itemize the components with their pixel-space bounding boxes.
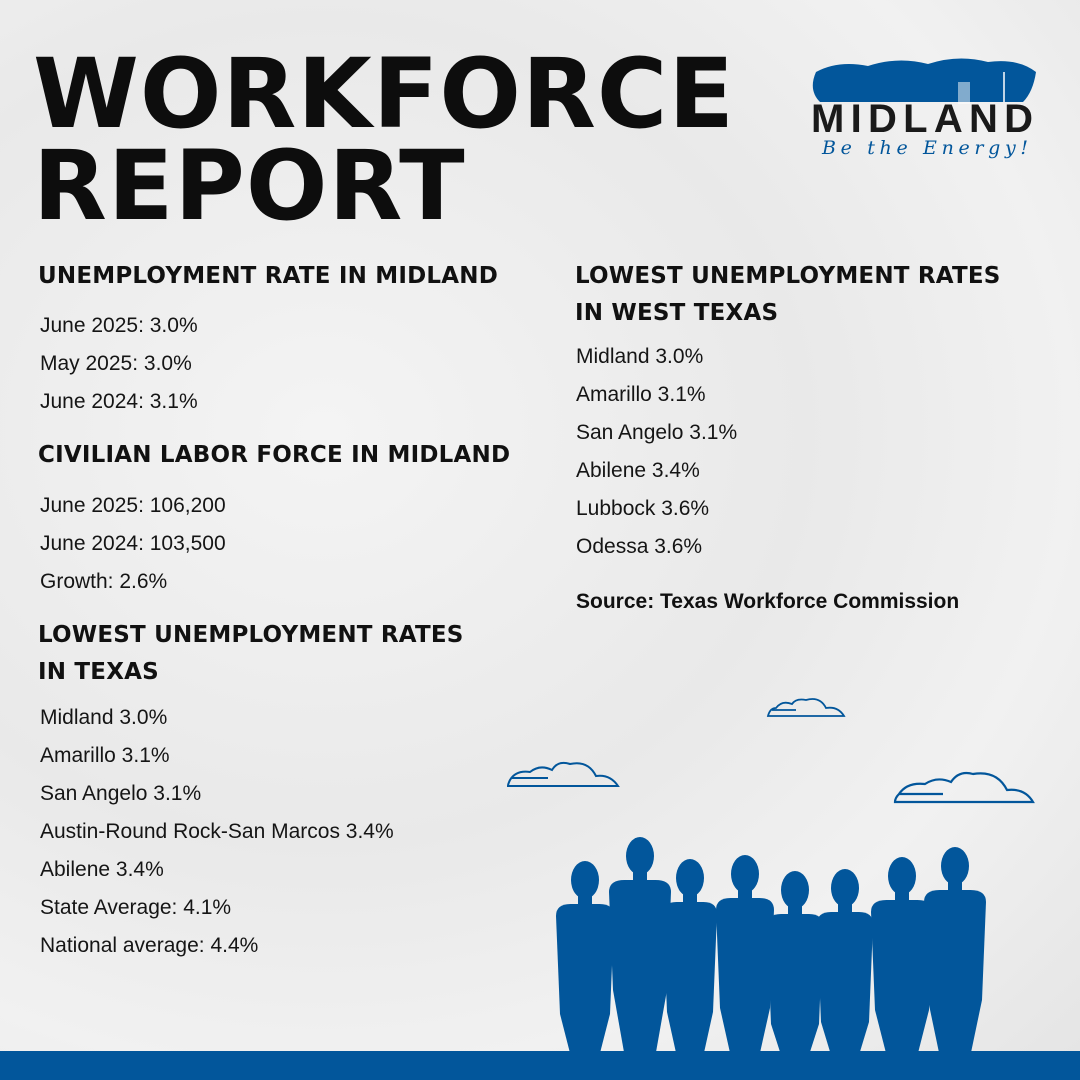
list-item: San Angelo 3.1% (576, 421, 738, 444)
list-item: State Average: 4.1% (40, 896, 232, 919)
cloud-icon (893, 771, 1035, 804)
person-silhouette (767, 871, 823, 1055)
person-silhouette (663, 859, 717, 1055)
list-item: Midland 3.0% (40, 706, 168, 729)
list-item: Amarillo 3.1% (40, 744, 170, 767)
cloud-icon (506, 761, 620, 787)
lowest-west-texas-heading: LOWEST UNEMPLOYMENT RATES IN WEST TEXAS (575, 263, 1001, 326)
cloud-icon (766, 698, 846, 717)
midland-logo: MIDLAND Be the Energy! (808, 52, 1040, 160)
list-item: June 2024: 3.1% (40, 390, 198, 413)
list-item: Odessa 3.6% (576, 535, 703, 558)
list-item: June 2025: 3.0% (40, 314, 198, 337)
logo-tagline: Be the Energy! (821, 137, 1028, 159)
source-note: Source: Texas Workforce Commission (576, 590, 960, 613)
lowest-texas-list: Midland 3.0% Amarillo 3.1% San Angelo 3.… (40, 699, 394, 965)
list-item: Lubbock 3.6% (576, 497, 710, 520)
logo-text: MIDLAND (811, 97, 1033, 141)
list-item: Abilene 3.4% (576, 459, 700, 482)
person-silhouette (871, 857, 933, 1055)
lowest-texas-heading: LOWEST UNEMPLOYMENT RATES IN TEXAS (38, 622, 464, 685)
list-item: June 2024: 103,500 (40, 532, 226, 555)
list-item: May 2025: 3.0% (40, 352, 192, 375)
unemployment-midland-list: June 2025: 3.0% May 2025: 3.0% June 2024… (40, 307, 198, 421)
list-item: Growth: 2.6% (40, 570, 168, 593)
list-item: Abilene 3.4% (40, 858, 164, 881)
person-silhouette (716, 855, 774, 1055)
labor-force-heading: CIVILIAN LABOR FORCE IN MIDLAND (38, 442, 511, 468)
person-silhouette (609, 837, 671, 1055)
list-item: Austin-Round Rock-San Marcos 3.4% (40, 820, 394, 843)
labor-force-list: June 2025: 106,200 June 2024: 103,500 Gr… (40, 487, 226, 601)
unemployment-midland-heading: UNEMPLOYMENT RATE IN MIDLAND (38, 263, 499, 289)
page-title: WORKFORCE REPORT (33, 38, 735, 242)
people-silhouettes (556, 837, 986, 1055)
list-item: National average: 4.4% (40, 934, 259, 957)
person-silhouette (924, 847, 986, 1055)
list-item: San Angelo 3.1% (40, 782, 202, 805)
list-item: Midland 3.0% (576, 345, 704, 368)
list-item: June 2025: 106,200 (40, 494, 226, 517)
person-silhouette (817, 869, 873, 1055)
list-item: Amarillo 3.1% (576, 383, 706, 406)
lowest-west-texas-list: Midland 3.0% Amarillo 3.1% San Angelo 3.… (576, 338, 737, 566)
person-silhouette (556, 861, 614, 1055)
footer-bar (0, 1051, 1080, 1080)
